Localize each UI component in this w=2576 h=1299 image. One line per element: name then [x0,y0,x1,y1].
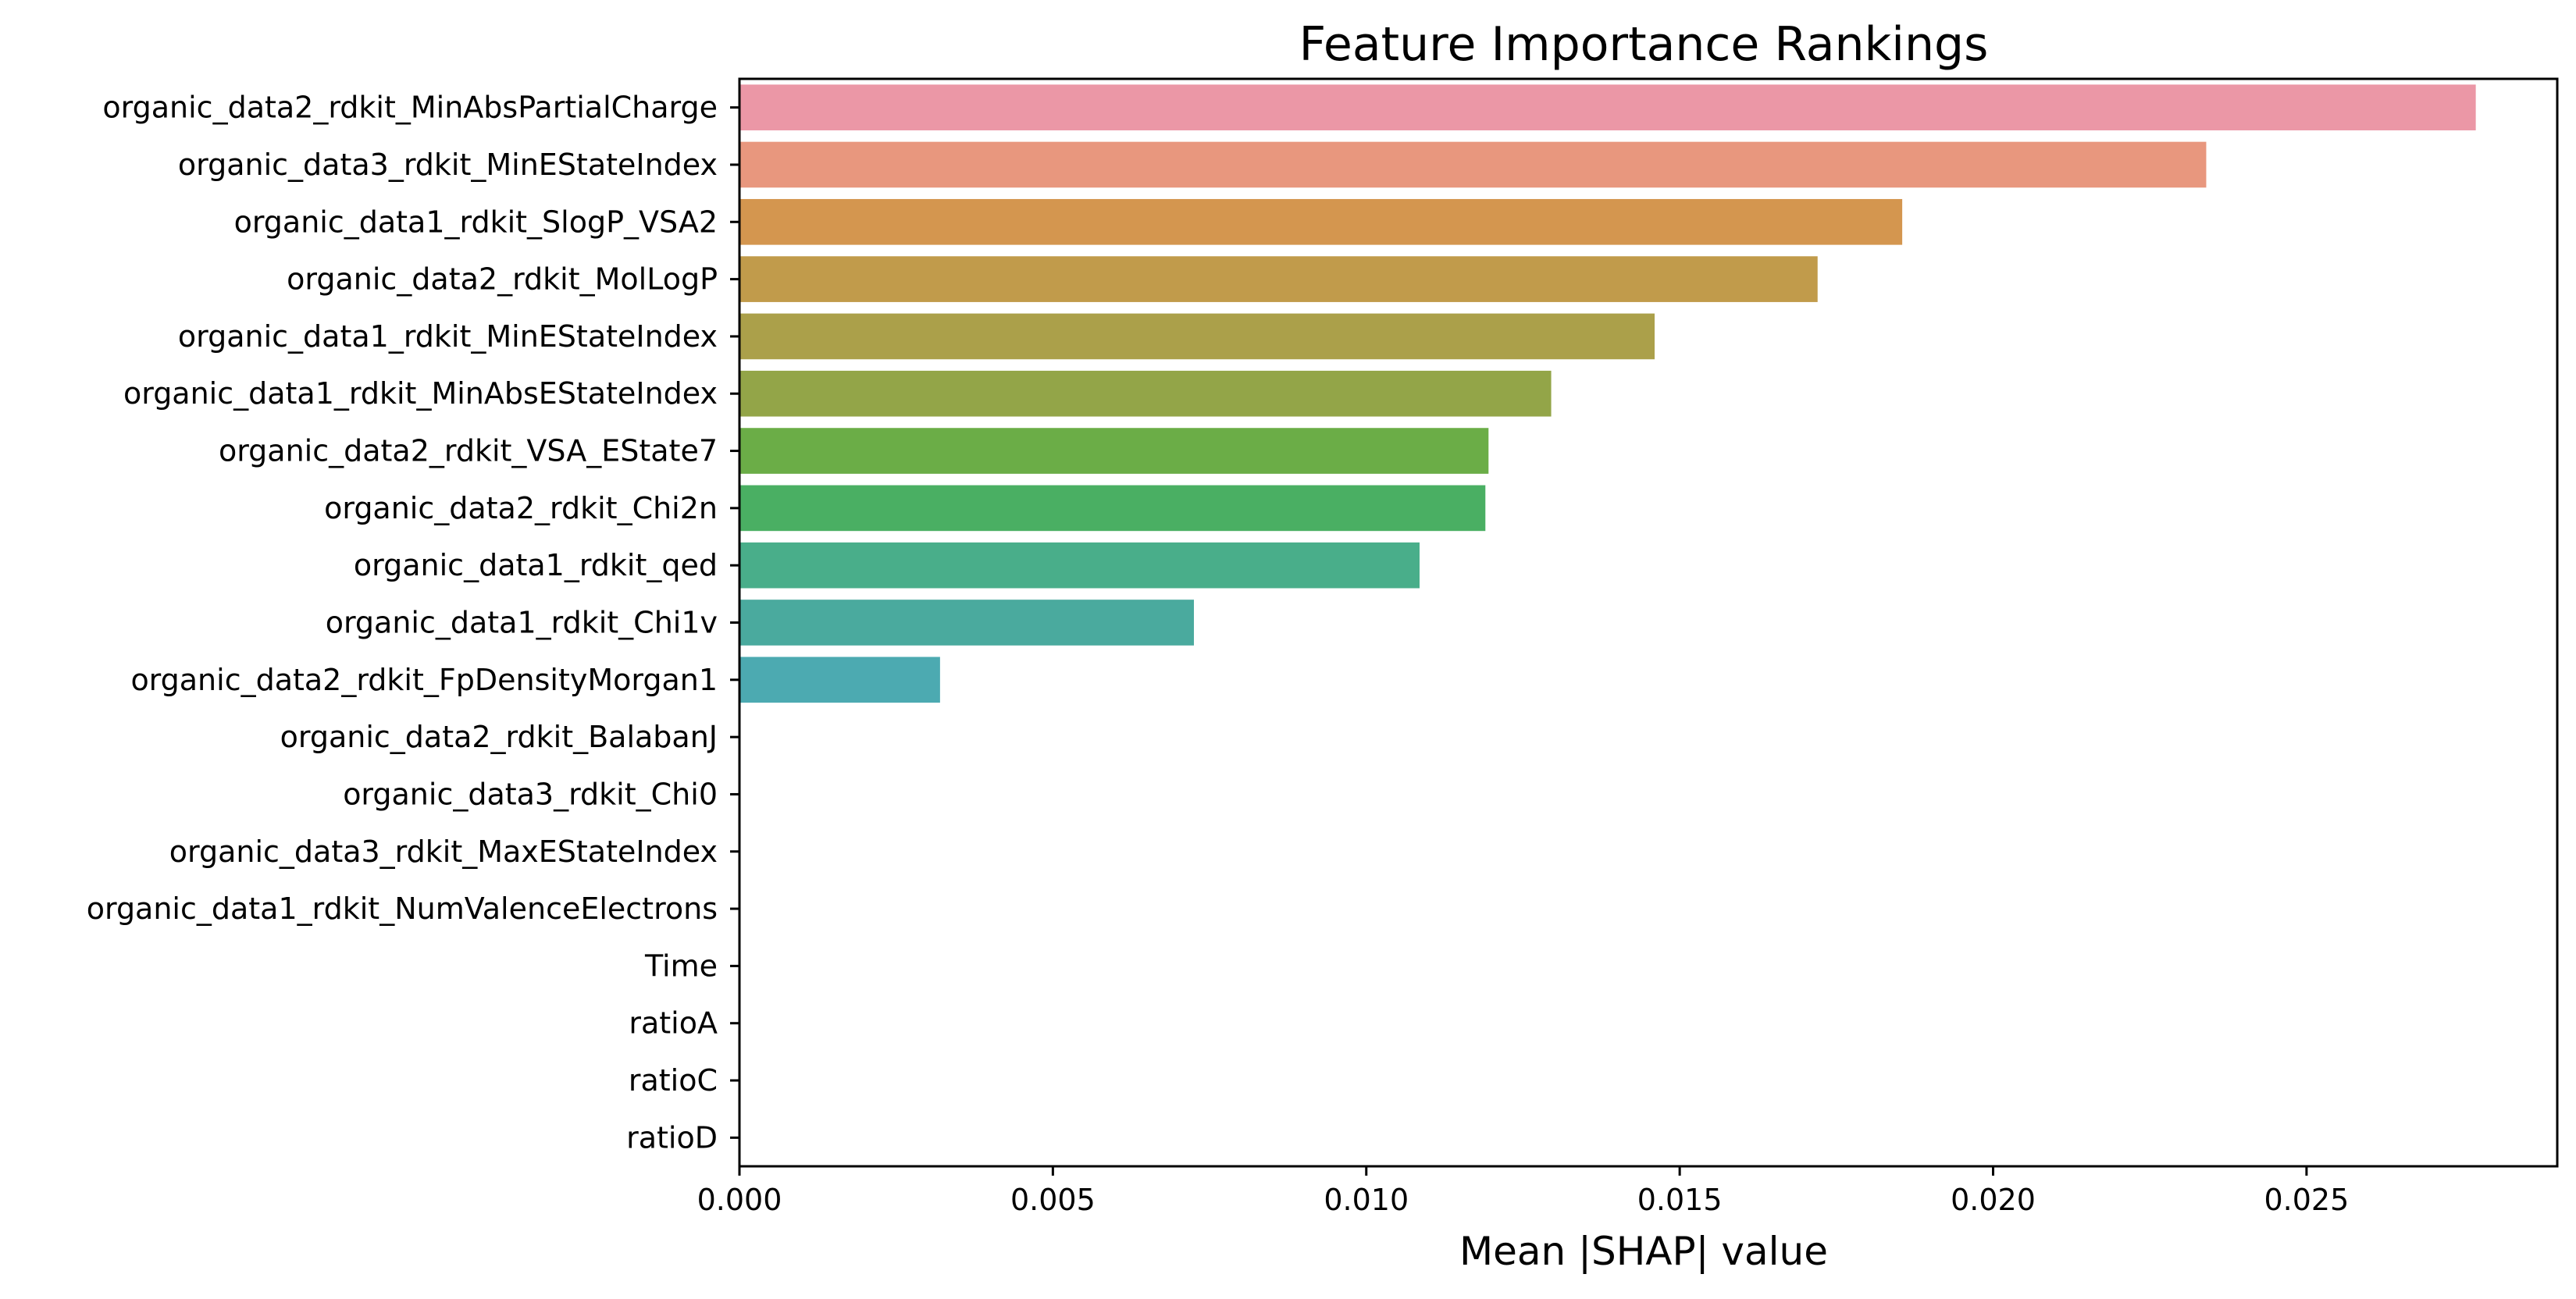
bar [739,485,1486,532]
bar [739,657,940,703]
bar [739,370,1552,417]
bars-group [739,84,2476,703]
x-tick-label: 0.005 [1010,1183,1096,1217]
y-tick-label: organic_data3_rdkit_MaxEStateIndex [169,835,718,869]
x-tick-label: 0.025 [2264,1183,2349,1217]
bar [739,428,1489,474]
bar [739,198,1903,245]
y-tick-label: Time [644,948,718,983]
y-tick-label: organic_data2_rdkit_Chi2n [324,491,718,525]
y-tick-label: organic_data2_rdkit_FpDensityMorgan1 [130,663,718,697]
chart-title: Feature Importance Rankings [1299,17,1989,72]
x-tick-label: 0.010 [1324,1183,1409,1217]
bar [739,600,1194,646]
bar [739,542,1420,589]
y-tick-label: organic_data1_rdkit_MinAbsEStateIndex [123,376,718,411]
bar [739,84,2476,130]
y-tick-label: organic_data1_rdkit_Chi1v [326,606,718,640]
y-tick-label: organic_data2_rdkit_MinAbsPartialCharge [102,91,718,125]
x-tick-label: 0.000 [697,1183,782,1217]
y-tick-label: organic_data2_rdkit_MolLogP [287,262,718,297]
y-tick-label: organic_data1_rdkit_NumValenceElectrons [87,892,718,926]
x-axis-label: Mean |SHAP| value [1459,1229,1828,1274]
y-tick-label: ratioC [629,1063,718,1098]
y-tick-label: organic_data3_rdkit_MinEStateIndex [178,148,718,182]
plot-frame [738,77,2559,1168]
y-tick-label: organic_data3_rdkit_Chi0 [343,777,718,811]
bar [739,141,2207,188]
x-axis-ticks: 0.000 0.005 0.010 0.015 0.020 0.025 [697,1166,2349,1217]
y-tick-label: organic_data1_rdkit_MinEStateIndex [178,319,718,354]
y-tick-label: ratioD [626,1120,718,1155]
y-tick-label: organic_data2_rdkit_VSA_EState7 [219,434,718,468]
y-tick-label: organic_data2_rdkit_BalabanJ [280,720,718,754]
x-tick-label: 0.020 [1951,1183,2036,1217]
y-axis-ticks: organic_data2_rdkit_MinAbsPartialChargeo… [87,91,739,1155]
bar [739,256,1818,302]
y-tick-label: ratioA [629,1006,718,1041]
y-tick-label: organic_data1_rdkit_SlogP_VSA2 [234,205,718,239]
x-tick-label: 0.015 [1637,1183,1723,1217]
bar [739,313,1655,360]
y-tick-label: organic_data1_rdkit_qed [354,548,718,582]
